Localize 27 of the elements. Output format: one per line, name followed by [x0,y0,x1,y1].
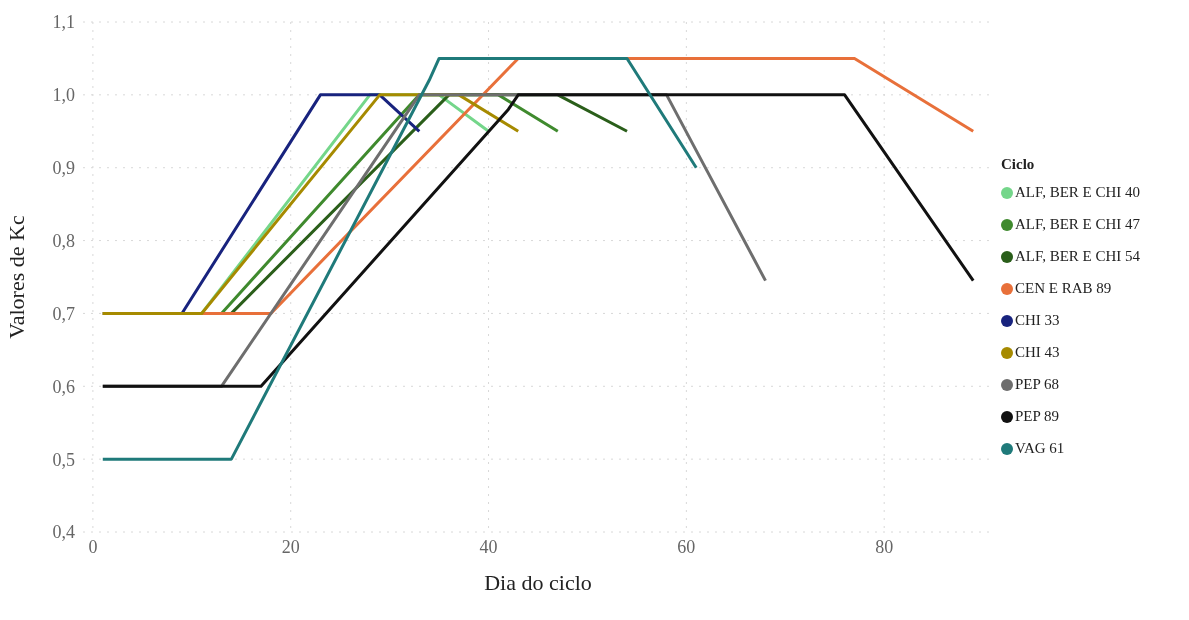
y-tick-label: 0,7 [52,303,75,324]
y-tick-label: 0,8 [52,230,75,251]
y-tick-label: 1,1 [52,12,75,33]
x-tick-label: 0 [88,536,98,557]
x-tick-label: 60 [677,536,696,557]
y-tick-label: 1,0 [52,85,75,106]
y-axis-title: Valores de Kc [3,215,29,339]
x-tick-label: 40 [479,536,498,557]
legend-label: ALF, BER E CHI 54 [1015,248,1141,265]
legend-label: PEP 68 [1015,376,1060,393]
y-tick-label: 0,4 [52,522,75,543]
legend-label: PEP 89 [1015,408,1060,425]
legend-label: CEN E RAB 89 [1015,280,1112,297]
x-tick-label: 80 [875,536,894,557]
legend-label: CHI 43 [1015,344,1060,361]
line-series [101,93,975,388]
line-series [101,56,698,461]
x-axis-title: Dia do ciclo [484,570,592,595]
legend-label: VAG 61 [1015,440,1065,457]
y-tick-label: 0,9 [52,158,75,179]
y-tick-label: 0,6 [52,376,75,397]
legend-label: ALF, BER E CHI 40 [1015,184,1141,201]
legend-label: ALF, BER E CHI 47 [1015,216,1141,233]
x-tick-label: 20 [281,536,300,557]
legend-label: CHI 33 [1015,312,1060,329]
legend-title: Ciclo [1001,155,1036,173]
y-tick-label: 0,5 [52,449,75,470]
